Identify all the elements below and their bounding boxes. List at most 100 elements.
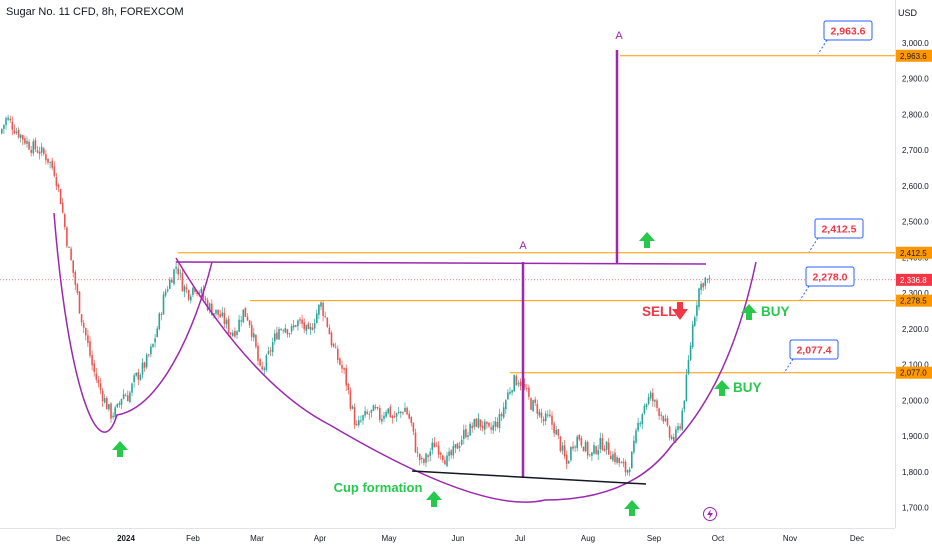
price-tick-label: 2,700.0 [902, 146, 929, 155]
main-cup-curve [175, 257, 757, 503]
candle-body [80, 314, 83, 323]
candle-body [274, 333, 276, 342]
candle-body [66, 227, 68, 247]
candle-body [584, 441, 587, 452]
candle-body [135, 372, 137, 376]
price-tick-label: 2,200.0 [902, 325, 929, 334]
candle-body [64, 214, 66, 228]
candle-body [515, 376, 518, 386]
candle-body [641, 414, 644, 424]
candle-body [326, 317, 329, 327]
candle-body [572, 446, 574, 449]
measure-label: A [615, 30, 623, 42]
candle-body [649, 392, 652, 399]
candle-body [34, 140, 37, 150]
candle-body [612, 454, 614, 461]
candle-body [330, 332, 333, 346]
time-tick-label: Feb [186, 534, 200, 543]
candle-body [395, 412, 398, 417]
candle-body [355, 424, 358, 426]
up-arrow-icon [714, 380, 730, 396]
candle-body [24, 138, 26, 144]
candle-body [570, 446, 572, 461]
candle-body [519, 381, 522, 387]
callout-leader [817, 39, 828, 55]
candle-body [626, 470, 629, 473]
candle-body [442, 455, 444, 460]
callout-leader [808, 237, 819, 253]
candle-body [435, 445, 438, 447]
candle-body [246, 316, 249, 321]
candle-body [496, 421, 499, 428]
candle-body [700, 283, 702, 290]
candle-body [387, 408, 389, 414]
candle-body [469, 423, 471, 436]
candle-body [668, 426, 671, 438]
candle-body [486, 421, 488, 424]
candle-body [72, 260, 74, 273]
candle-body [681, 410, 683, 430]
candle-body [1, 128, 3, 134]
candle-body [463, 429, 465, 439]
candle-body [383, 415, 385, 419]
candle-body [362, 415, 364, 421]
candle-body [687, 360, 690, 374]
candle-body [185, 287, 188, 290]
candle-body [364, 410, 366, 416]
candle-body [624, 461, 627, 473]
candle-body [673, 437, 675, 442]
candle-body [299, 319, 301, 321]
candle-body [652, 392, 654, 402]
candle-body [103, 398, 106, 403]
candle-body [599, 437, 602, 450]
candle-body [421, 457, 423, 460]
candle-body [28, 141, 30, 150]
callout-text: 2,278.0 [812, 272, 847, 284]
candle-body [490, 427, 492, 430]
candle-body [240, 320, 242, 322]
chart-title: Sugar No. 11 CFD, 8h, FOREXCOM [6, 6, 184, 18]
level-price-tag-text: 2,412.5 [900, 249, 927, 258]
candle-body [349, 390, 352, 409]
candle-body [685, 374, 688, 401]
candle-body [175, 266, 177, 269]
candle-body [301, 319, 303, 324]
candle-body [538, 411, 541, 416]
candle-body [269, 350, 272, 352]
up-arrow-icon [112, 441, 128, 457]
candle-body [645, 403, 648, 407]
level-price-tag-text: 2,963.6 [900, 52, 927, 61]
candle-body [196, 292, 198, 294]
candle-body [13, 129, 16, 134]
candle-body [263, 368, 266, 371]
candle-body [498, 414, 501, 429]
candle-body [36, 150, 39, 153]
candle-body [408, 413, 410, 419]
candle-body [475, 418, 478, 427]
candle-body [431, 442, 434, 451]
candle-body [418, 453, 421, 461]
candle-body [45, 154, 47, 161]
candle-body [368, 414, 371, 415]
candle-body [97, 379, 100, 383]
candle-body [406, 407, 408, 415]
time-tick-label: Aug [581, 534, 595, 543]
time-tick-label: Oct [712, 534, 725, 543]
price-tick-label: 2,500.0 [902, 218, 929, 227]
candle-body [465, 428, 467, 438]
candle-body [494, 421, 497, 427]
currency-label[interactable]: USD [898, 8, 918, 18]
candle-body [343, 367, 345, 370]
candle-body [511, 390, 513, 393]
candle-body [643, 405, 646, 414]
candle-body [154, 338, 156, 343]
level-price-tag [896, 366, 932, 379]
price-tick-label: 2,000.0 [902, 396, 929, 405]
candle-body [664, 418, 667, 421]
candle-body [618, 457, 620, 463]
candle-body [206, 300, 209, 311]
candle-body [347, 383, 350, 390]
candle-body [305, 325, 308, 332]
candle-body [454, 444, 457, 448]
